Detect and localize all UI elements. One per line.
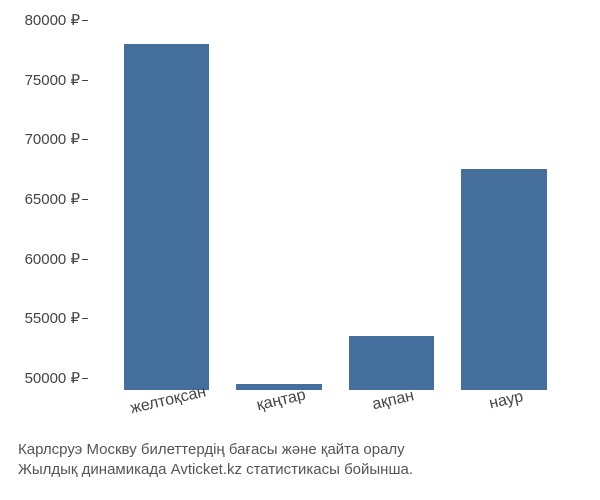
chart-caption: Карлсруэ Москву билеттердің бағасы және … [18, 440, 413, 481]
bar-slot [110, 20, 223, 390]
bar-slot [223, 20, 336, 390]
y-tick-label: 80000 ₽ [0, 11, 80, 29]
chart-plot-area [90, 20, 580, 390]
caption-line-2: Жылдық динамикада Avticket.kz статистика… [18, 460, 413, 480]
caption-line-1: Карлсруэ Москву билеттердің бағасы және … [18, 440, 413, 460]
x-axis-labels: желтоқсанқаңтарақпаннаур [90, 392, 580, 410]
y-tick-label: 65000 ₽ [0, 190, 80, 208]
bar [124, 44, 210, 390]
bar-slot [448, 20, 561, 390]
bar [461, 169, 547, 390]
bars-container [90, 20, 580, 390]
y-tick-label: 75000 ₽ [0, 71, 80, 89]
y-axis: 50000 ₽ 55000 ₽ 60000 ₽ 65000 ₽ 70000 ₽ 75000… [0, 20, 88, 390]
y-tick-label: 50000 ₽ [0, 369, 80, 387]
bar-slot [335, 20, 448, 390]
y-tick-label: 60000 ₽ [0, 250, 80, 268]
y-tick-label: 55000 ₽ [0, 309, 80, 327]
y-tick-label: 70000 ₽ [0, 130, 80, 148]
bar [349, 336, 435, 390]
